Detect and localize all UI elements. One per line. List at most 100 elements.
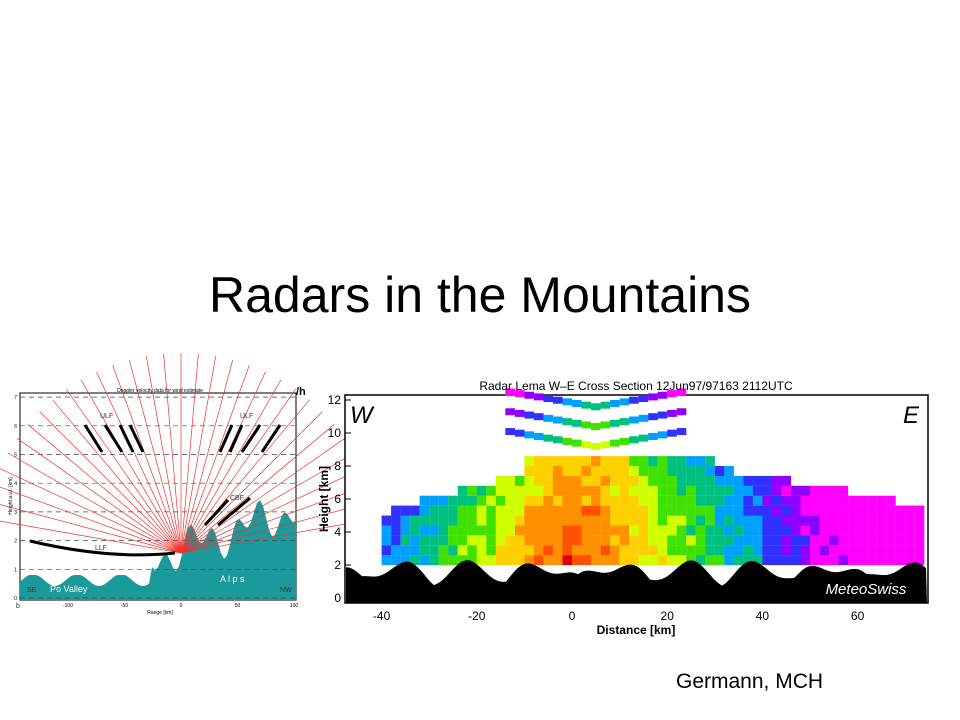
beam [180,468,363,554]
echo-cell [505,535,515,546]
echo-cell [667,515,677,526]
echo-cell [638,555,649,566]
echo-cell [572,545,582,556]
y-tick-label: 8 [334,459,341,473]
echo-cell [705,555,715,566]
echo-cell [733,555,744,566]
echo-cell [543,525,554,536]
echo-cell [857,505,868,516]
echo-cell [476,485,487,496]
echo-cell [572,555,582,566]
figure-label: ULF [100,413,113,420]
echo-cell [724,555,734,566]
echo-cell [743,485,753,496]
echo-cell [457,515,468,526]
echo-cell [419,555,430,566]
x-tick-label: 50 [235,603,241,609]
echo-cell [819,545,830,556]
echo-cell [448,495,458,506]
echo-cell [686,475,696,486]
echo-cell [543,545,554,556]
y-axis-label: Height [km] [317,466,331,532]
echo-cell [629,495,639,506]
echo-cell [514,485,525,496]
echo-cell [857,495,868,506]
echo-cell [867,555,877,566]
echo-cell [733,545,744,556]
echo-cell [581,555,592,566]
echo-cell [810,505,820,516]
echo-arc [591,423,601,431]
echo-cell [895,515,906,526]
echo-cell [724,535,734,546]
echo-cell [705,535,715,546]
echo-cell [581,485,592,496]
echo-cell [619,535,630,546]
echo-cell [914,525,925,536]
echo-cell [476,515,487,526]
echo-cell [838,495,849,506]
echo-cell [829,505,839,516]
figure-label: LLF [95,545,107,552]
echo-cell [591,456,601,467]
echo-cell [752,535,763,546]
echo-cell [638,535,649,546]
echo-cell [381,545,392,556]
echo-cell [391,545,401,556]
echo-cell [733,495,744,506]
echo-cell [619,515,630,526]
echo-cell [848,505,858,516]
echo-cell [448,555,458,566]
echo-cell [419,535,430,546]
echo-cell [876,505,887,516]
y-tick-label: 6 [14,424,17,430]
echo-cell [467,525,477,536]
echo-cell [419,495,430,506]
echo-arc [629,416,639,424]
echo-cell [733,515,744,526]
figure-label: NW [280,587,292,594]
echo-cell [562,475,573,486]
echo-cell [591,466,601,476]
echo-cell [714,555,725,566]
echo-cell [562,495,573,506]
echo-cell [667,456,677,467]
beam [128,359,182,554]
credit: Germann, MCH [676,670,824,693]
echo-cell [648,535,658,546]
echo-cell [543,505,554,516]
llf-curve [29,539,176,557]
echo-arc [562,437,573,445]
echo-cell [790,485,801,496]
echo-cell [429,495,439,506]
echo-cell [410,515,420,526]
echo-cell [457,495,468,506]
echo-cell [733,505,744,516]
echo-cell [562,466,573,476]
echo-cell [543,515,554,526]
beam [0,504,182,554]
echo-cell [867,505,877,516]
echo-arc [610,439,620,447]
echo-cell [867,545,877,556]
echo-cell [676,555,687,566]
echo-cell [572,466,582,476]
echo-cell [629,466,639,476]
echo-cell [486,545,496,556]
echo-cell [638,545,649,556]
echo-cell [429,505,439,516]
echo-cell [895,555,906,566]
echo-cell [810,485,820,496]
echo-cell [438,505,449,516]
echo-cell [886,495,896,506]
echo-cell [610,505,620,516]
echo-cell [533,515,544,526]
echo-cell [914,515,925,526]
echo-cell [714,545,725,556]
echo-cell [695,505,706,516]
figure-label: A l p s [220,574,245,584]
echo-cell [648,525,658,536]
echo-arc [505,428,515,436]
echo-cell [410,545,420,556]
echo-cell [781,485,792,496]
